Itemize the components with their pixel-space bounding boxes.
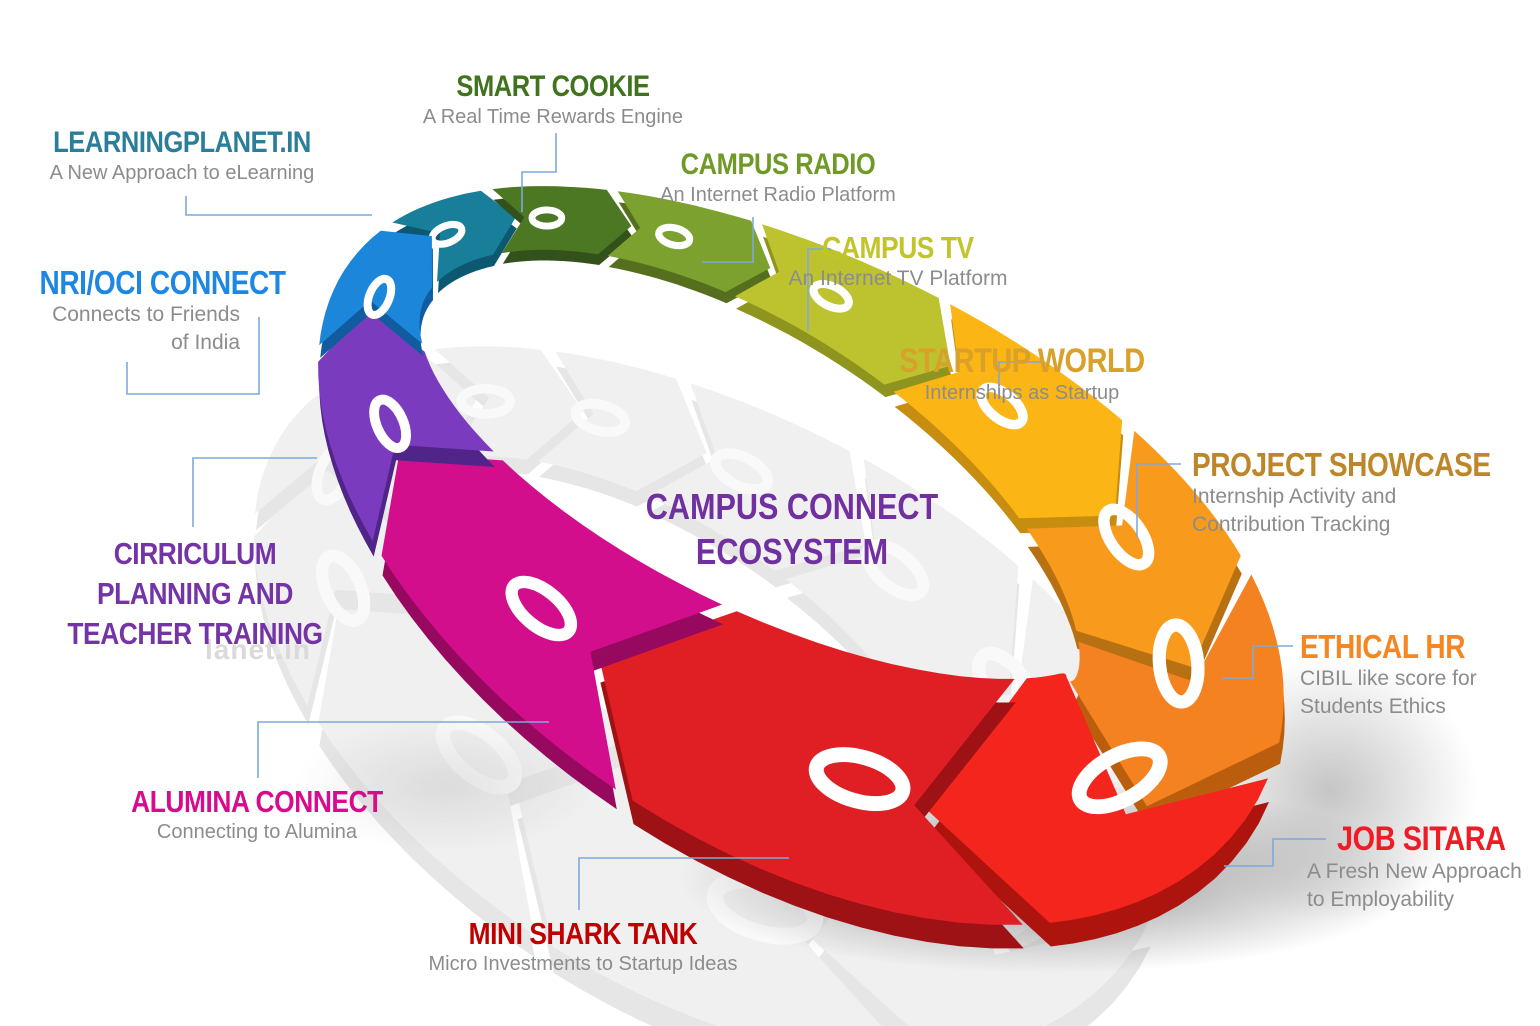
ring-hole-icon [808,747,911,812]
label-learningplanet: LEARNINGPLANET.IN A New Approach to eLea… [22,126,342,187]
ring-hole-icon [655,223,694,250]
ring-hole-icon [1098,503,1155,571]
label-startup-world: STARTUP WORLD Internships as Startup [872,342,1172,407]
item-title: CAMPUS TV [822,230,974,265]
item-title: PROJECT SHOWCASE [1192,446,1491,483]
item-title: ALUMINA CONNECT [131,784,383,819]
watermark-text: lanet.in [205,634,312,665]
item-title: SMART COOKIE [456,70,650,103]
diagram-title-line2: ECOSYSTEM [695,531,889,572]
callout-alumina-connect [257,721,549,778]
item-subtitle: of India [171,331,240,354]
ring-hole-icon [809,279,853,313]
ring-hole-icon [976,382,1028,430]
item-subtitle: Contribution Tracking [1192,513,1391,536]
item-subtitle: Internships as Startup [924,382,1120,404]
ring-hole-icon [316,549,371,627]
callout-mini-shark-tank [578,857,789,910]
ring-hole-icon [861,539,930,602]
item-subtitle: CIBIL like score for [1300,667,1477,690]
ring-segment-alumina-connect [381,453,723,790]
label-nri-oci-connect: NRI/OCI CONNECT Connects to Friends of I… [20,264,287,357]
ring-segment-ghost-alumina-connect [318,600,651,935]
item-subtitle: A Fresh New Approach [1307,860,1522,883]
item-title: JOB SITARA [1337,820,1506,858]
item-subtitle: Connecting to Alumina [156,821,358,843]
ring-hole-icon [710,448,773,495]
item-subtitle: Students Ethics [1300,695,1446,718]
item-title: TEACHER TRAINING [67,616,323,651]
item-subtitle: Internship Activity and [1192,485,1397,508]
ring-hole-icon [570,398,631,437]
ring-segment-job-sitara [928,673,1268,923]
item-title: MINI SHARK TANK [468,916,698,951]
callout-campus-radio [702,217,754,263]
callout-ethical-hr [1222,645,1293,679]
ring-hole-icon [1071,741,1168,815]
callout-lines [126,133,1326,910]
label-project-showcase: PROJECT SHOWCASE Internship Activity and… [1192,446,1532,539]
item-title: CIRRICULUM [113,536,277,571]
ring-segment-ghost-campus-tv [647,383,866,571]
ring-segment-project-showcase [1026,430,1241,668]
ring-hole-icon [428,220,466,248]
ring-hole-icon [369,394,411,453]
item-subtitle: A New Approach to eLearning [49,162,315,184]
ring-segment-ghost-startup-world [785,458,1019,686]
item-subtitle: An Internet Radio Platform [660,184,896,206]
item-subtitle: Micro Investments to Startup Ideas [428,953,738,975]
label-mini-shark-tank: MINI SHARK TANK Micro Investments to Sta… [428,916,738,978]
callout-startup-world [998,361,1043,394]
ring-hole-icon [363,274,396,319]
item-subtitle: An Internet TV Platform [788,267,1008,290]
callout-learningplanet [185,196,372,216]
diagram-title-line1: CAMPUS CONNECT [645,486,939,527]
label-campus-radio: CAMPUS RADIO An Internet Radio Platform [628,148,928,209]
label-cirriculum-planning: CIRRICULUM PLANNING AND TEACHER TRAINING [40,534,350,654]
item-title: CAMPUS RADIO [680,148,876,181]
label-campus-tv: CAMPUS TV An Internet TV Platform [748,230,1048,293]
ecosystem-ring [318,186,1285,949]
label-ethical-hr: ETHICAL HR CIBIL like score for Students… [1300,628,1540,721]
item-title: PLANNING AND [97,576,293,611]
ring-segment-startup-world [893,304,1123,519]
callout-cirriculum [192,457,317,527]
item-title: LEARNINGPLANET.IN [53,126,311,159]
item-subtitle: to Employability [1307,888,1455,911]
item-subtitle: Connects to Friends [52,303,240,326]
item-title: ETHICAL HR [1300,628,1466,665]
callout-smart-cookie [521,133,557,212]
diagram-title: CAMPUS CONNECT ECOSYSTEM [612,484,972,574]
label-alumina-connect: ALUMINA CONNECT Connecting to Alumina [107,784,407,846]
item-title: STARTUP WORLD [899,342,1145,380]
callout-project-showcase [1136,463,1181,538]
callout-campus-tv [807,248,831,331]
ring-hole-icon [435,715,523,795]
item-title: NRI/OCI CONNECT [39,264,287,301]
ring-hole-icon [528,206,566,230]
label-smart-cookie: SMART COOKIE A Real Time Rewards Engine [398,70,708,131]
ring-hole-icon [505,575,578,642]
item-subtitle: A Real Time Rewards Engine [422,106,684,128]
ring-hole-icon [1152,618,1205,709]
callout-nri-oci [126,317,260,395]
label-job-sitara: JOB SITARA A Fresh New Approach to Emplo… [1307,820,1540,914]
ring-hole-icon [456,383,516,419]
callout-job-sitara [1224,838,1326,867]
